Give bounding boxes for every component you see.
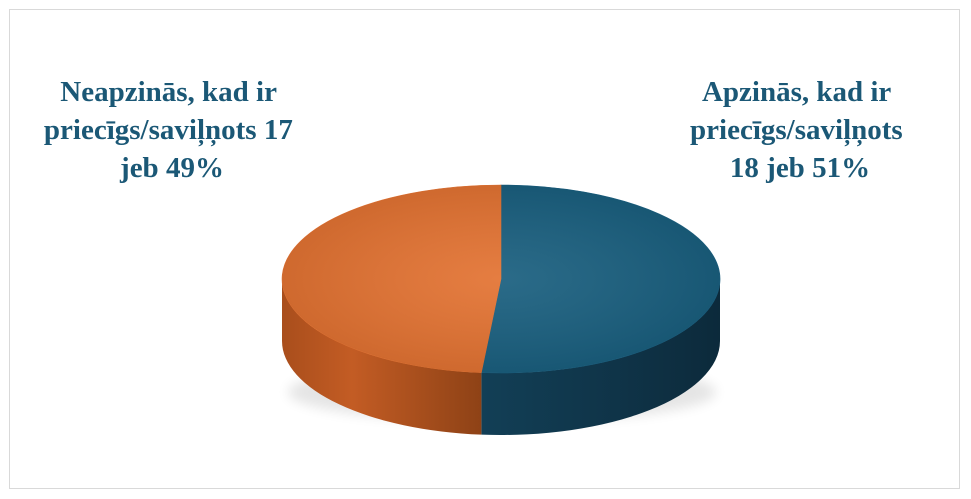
data-label-apzinas: Apzinās, kad ir priecīgs/saviļņots 18 je… (690, 76, 910, 184)
data-label-line: priecīgs/saviļņots 17 (44, 114, 293, 147)
pie-walls (282, 279, 720, 435)
data-label-neapzinas: Neapzinās, kad ir priecīgs/saviļņots 17 … (44, 76, 300, 184)
pie-tops (281, 184, 721, 374)
data-label-line: jeb 49% (119, 152, 224, 184)
slice-neapzinas-wall (282, 279, 482, 435)
slice-apzinas-wall (481, 279, 720, 435)
data-label-line: 18 jeb 51% (730, 152, 870, 184)
data-label-line: Neapzinās, kad ir (60, 76, 277, 108)
data-label-line: priecīgs/saviļņots (690, 114, 903, 147)
data-label-line: Apzinās, kad ir (702, 76, 891, 108)
